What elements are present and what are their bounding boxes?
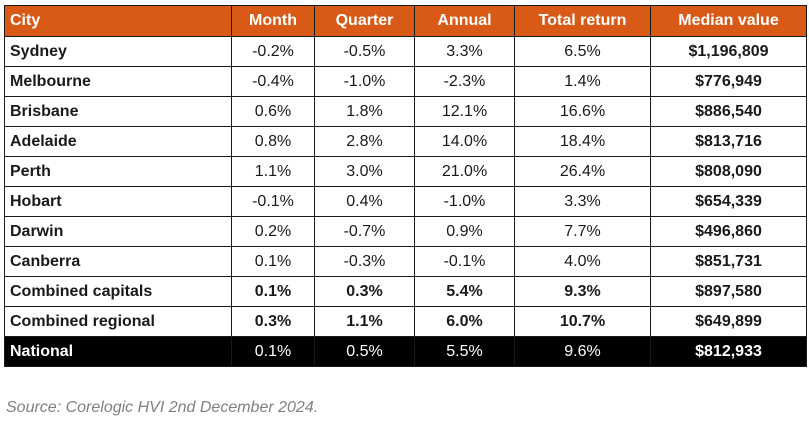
- annual-cell: 0.9%: [414, 216, 515, 247]
- annual-cell: 14.0%: [414, 126, 515, 157]
- table-header: City Month Quarter Annual Total return M…: [4, 5, 807, 37]
- table-row: Darwin 0.2% -0.7% 0.9% 7.7% $496,860: [4, 216, 807, 247]
- total-return-cell: 9.6%: [514, 336, 651, 367]
- total-return-cell: 7.7%: [514, 216, 651, 247]
- city-cell: Canberra: [4, 246, 232, 277]
- quarter-cell: 0.3%: [314, 276, 415, 307]
- table-row: Sydney -0.2% -0.5% 3.3% 6.5% $1,196,809: [4, 36, 807, 67]
- total-return-cell: 3.3%: [514, 186, 651, 217]
- total-return-cell: 6.5%: [514, 36, 651, 67]
- month-cell: 0.8%: [231, 126, 315, 157]
- table-row: Brisbane 0.6% 1.8% 12.1% 16.6% $886,540: [4, 96, 807, 127]
- month-cell: -0.1%: [231, 186, 315, 217]
- header-city: City: [4, 5, 232, 37]
- annual-cell: 21.0%: [414, 156, 515, 187]
- quarter-cell: -0.5%: [314, 36, 415, 67]
- quarter-cell: 1.8%: [314, 96, 415, 127]
- header-row: City Month Quarter Annual Total return M…: [4, 5, 807, 37]
- header-quarter: Quarter: [314, 5, 415, 37]
- median-value-cell: $776,949: [650, 66, 807, 97]
- annual-cell: 12.1%: [414, 96, 515, 127]
- month-cell: -0.4%: [231, 66, 315, 97]
- table-row: National 0.1% 0.5% 5.5% 9.6% $812,933: [4, 336, 807, 367]
- table-row: Melbourne -0.4% -1.0% -2.3% 1.4% $776,949: [4, 66, 807, 97]
- median-value-cell: $496,860: [650, 216, 807, 247]
- table-row: Adelaide 0.8% 2.8% 14.0% 18.4% $813,716: [4, 126, 807, 157]
- median-value-cell: $897,580: [650, 276, 807, 307]
- month-cell: 1.1%: [231, 156, 315, 187]
- quarter-cell: 3.0%: [314, 156, 415, 187]
- quarter-cell: -1.0%: [314, 66, 415, 97]
- total-return-cell: 16.6%: [514, 96, 651, 127]
- median-value-cell: $649,899: [650, 306, 807, 337]
- total-return-cell: 4.0%: [514, 246, 651, 277]
- annual-cell: -0.1%: [414, 246, 515, 277]
- annual-cell: 3.3%: [414, 36, 515, 67]
- month-cell: 0.3%: [231, 306, 315, 337]
- median-value-cell: $654,339: [650, 186, 807, 217]
- city-cell: Sydney: [4, 36, 232, 67]
- quarter-cell: 1.1%: [314, 306, 415, 337]
- month-cell: 0.6%: [231, 96, 315, 127]
- table-row: Canberra 0.1% -0.3% -0.1% 4.0% $851,731: [4, 246, 807, 277]
- housing-value-table: City Month Quarter Annual Total return M…: [4, 5, 807, 367]
- annual-cell: -2.3%: [414, 66, 515, 97]
- total-return-cell: 9.3%: [514, 276, 651, 307]
- median-value-cell: $1,196,809: [650, 36, 807, 67]
- annual-cell: 5.5%: [414, 336, 515, 367]
- city-cell: National: [4, 336, 232, 367]
- header-annual: Annual: [414, 5, 515, 37]
- month-cell: 0.2%: [231, 216, 315, 247]
- city-cell: Adelaide: [4, 126, 232, 157]
- city-cell: Brisbane: [4, 96, 232, 127]
- table-row: Combined capitals 0.1% 0.3% 5.4% 9.3% $897,58…: [4, 276, 807, 307]
- quarter-cell: 0.5%: [314, 336, 415, 367]
- city-cell: Melbourne: [4, 66, 232, 97]
- city-cell: Combined capitals: [4, 276, 232, 307]
- header-total-return: Total return: [514, 5, 651, 37]
- total-return-cell: 10.7%: [514, 306, 651, 337]
- median-value-cell: $851,731: [650, 246, 807, 277]
- table-body: Sydney -0.2% -0.5% 3.3% 6.5% $1,196,809 Melbou…: [4, 36, 807, 367]
- city-cell: Perth: [4, 156, 232, 187]
- city-cell: Hobart: [4, 186, 232, 217]
- header-month: Month: [231, 5, 315, 37]
- month-cell: -0.2%: [231, 36, 315, 67]
- city-cell: Darwin: [4, 216, 232, 247]
- annual-cell: 6.0%: [414, 306, 515, 337]
- annual-cell: 5.4%: [414, 276, 515, 307]
- quarter-cell: 2.8%: [314, 126, 415, 157]
- total-return-cell: 1.4%: [514, 66, 651, 97]
- source-note: Source: Corelogic HVI 2nd December 2024.: [6, 399, 319, 416]
- median-value-cell: $813,716: [650, 126, 807, 157]
- month-cell: 0.1%: [231, 336, 315, 367]
- table-row: Combined regional 0.3% 1.1% 6.0% 10.7% $649,8…: [4, 306, 807, 337]
- quarter-cell: -0.3%: [314, 246, 415, 277]
- median-value-cell: $886,540: [650, 96, 807, 127]
- table-container: City Month Quarter Annual Total return M…: [4, 5, 807, 367]
- city-cell: Combined regional: [4, 306, 232, 337]
- header-median-value: Median value: [650, 5, 807, 37]
- quarter-cell: 0.4%: [314, 186, 415, 217]
- median-value-cell: $812,933: [650, 336, 807, 367]
- annual-cell: -1.0%: [414, 186, 515, 217]
- quarter-cell: -0.7%: [314, 216, 415, 247]
- median-value-cell: $808,090: [650, 156, 807, 187]
- total-return-cell: 26.4%: [514, 156, 651, 187]
- month-cell: 0.1%: [231, 276, 315, 307]
- table-row: Hobart -0.1% 0.4% -1.0% 3.3% $654,339: [4, 186, 807, 217]
- month-cell: 0.1%: [231, 246, 315, 277]
- table-row: Perth 1.1% 3.0% 21.0% 26.4% $808,090: [4, 156, 807, 187]
- total-return-cell: 18.4%: [514, 126, 651, 157]
